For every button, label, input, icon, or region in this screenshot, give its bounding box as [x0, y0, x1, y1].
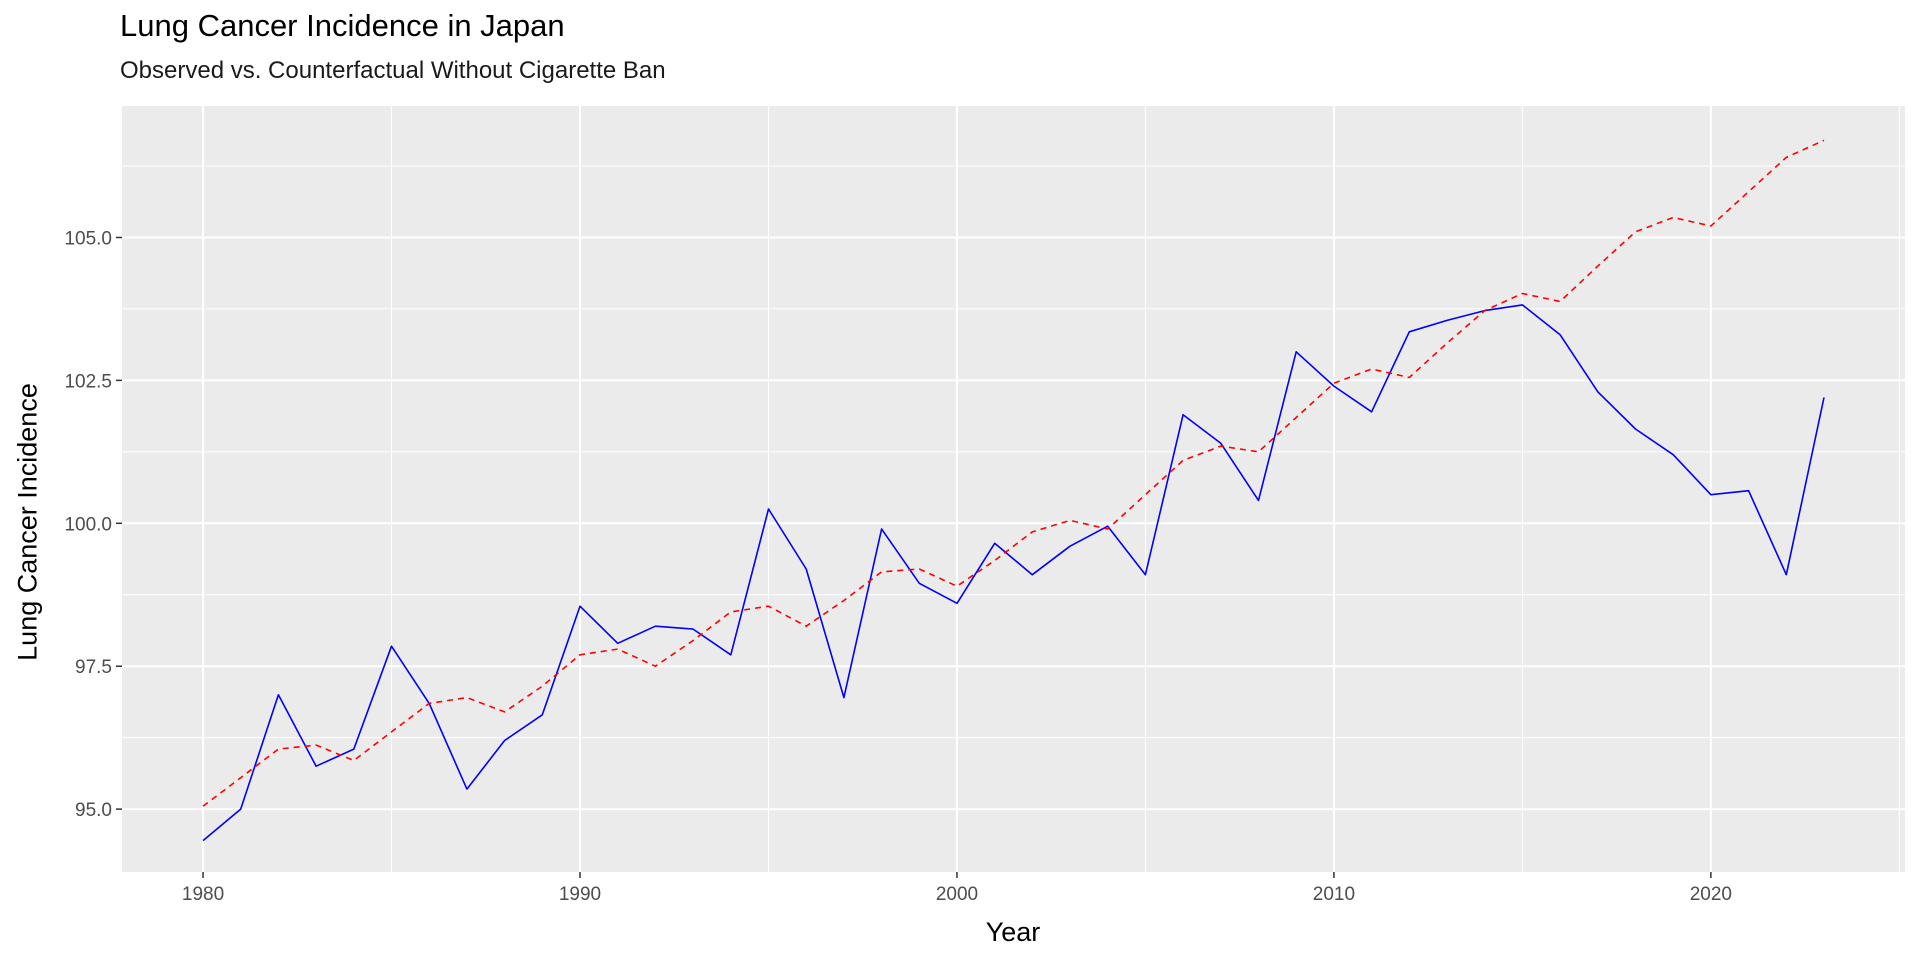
minor-gridlines [122, 106, 1905, 872]
chart-title: Lung Cancer Incidence in Japan [120, 8, 565, 43]
x-tick-label: 2020 [1690, 884, 1732, 905]
chart-subtitle: Observed vs. Counterfactual Without Ciga… [120, 57, 666, 84]
series-2-line [202, 139, 1825, 807]
major-gridlines [122, 106, 1905, 872]
x-tick-label: 1990 [559, 884, 601, 905]
plot-panel [122, 106, 1905, 872]
x-axis-label: Year [985, 917, 1041, 947]
x-tick-label: 1980 [182, 884, 224, 905]
axes: 1980 1990 2000 2010 2020 95.0 97.5 100.0 102.5 10… [64, 228, 1732, 905]
y-tick-label: 102.5 [64, 371, 112, 392]
y-tick-label: 95.0 [75, 800, 112, 821]
y-tick-label: 97.5 [75, 657, 112, 678]
series-layer [202, 139, 1825, 842]
y-tick-label: 105.0 [64, 228, 112, 249]
series-1-line [202, 304, 1825, 842]
x-tick-label: 2000 [936, 884, 978, 905]
y-tick-label: 100.0 [64, 514, 112, 535]
x-tick-label: 2010 [1313, 884, 1355, 905]
